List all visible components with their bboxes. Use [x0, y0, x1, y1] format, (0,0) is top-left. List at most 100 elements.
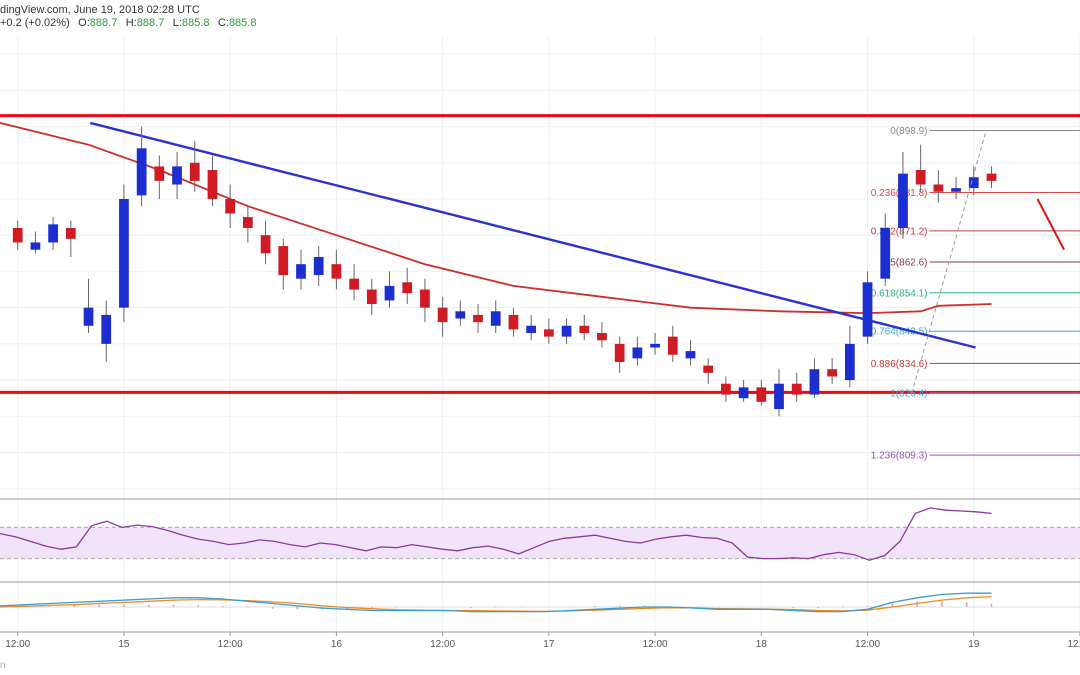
time-axis-label: 12:00 — [430, 639, 455, 650]
fib-level-label: 1.236(809.3) — [871, 451, 928, 462]
candle-bearish — [721, 383, 731, 395]
time-axis-label: 18 — [756, 639, 768, 650]
candle-bullish — [172, 166, 182, 185]
candle-bullish — [774, 383, 784, 410]
fib-level-label: 0.764(843.5) — [871, 327, 928, 338]
watermark: n — [0, 660, 6, 671]
time-axis-label: 16 — [331, 639, 343, 650]
candles — [12, 126, 997, 417]
candle-bearish — [207, 170, 218, 199]
time-axis-label: 17 — [543, 639, 555, 650]
header-high-value: 888.7 — [137, 17, 165, 29]
candle-bullish — [951, 188, 961, 192]
candle-bearish — [366, 289, 377, 305]
projection-down-stroke — [1036, 198, 1065, 251]
trendline-line — [90, 121, 976, 349]
rsi-indicator — [0, 507, 1080, 561]
candle-bearish — [508, 314, 519, 330]
candle-bullish — [862, 282, 873, 337]
candle-bullish — [490, 311, 501, 326]
header-low-label: L: — [173, 17, 182, 29]
macd-signal-line — [0, 595, 992, 613]
candle-bearish — [420, 289, 430, 308]
candle-bullish — [455, 311, 466, 319]
fib-level-label: 0.886(834.6) — [871, 359, 928, 370]
candle-bearish — [12, 227, 23, 243]
candle-bullish — [119, 198, 129, 308]
candle-bullish — [738, 387, 749, 399]
horizontal-levels — [0, 114, 1080, 394]
candle-bullish — [844, 343, 855, 381]
header-source-date: dingView.com, June 19, 2018 02:28 UTC — [0, 4, 200, 16]
candle-bullish — [809, 369, 820, 395]
candle-bearish — [260, 235, 271, 254]
header-low-value: 885.8 — [182, 17, 210, 29]
candle-bearish — [667, 336, 678, 355]
candle-bearish — [703, 365, 714, 373]
candle-bullish — [685, 351, 696, 359]
candle-bearish — [278, 246, 289, 276]
candle-bullish — [968, 177, 979, 189]
candle-bearish — [791, 383, 802, 395]
candle-bearish — [243, 217, 253, 228]
fib-level-label: 0.618(854.1) — [871, 288, 928, 299]
candle-bullish — [650, 343, 660, 348]
rsi-line — [0, 507, 992, 561]
time-axis: 12:00 15 12:00 16 12:00 17 12:00 18 12:00 19 12:00 — [5, 632, 1080, 650]
header-open-value: 888.7 — [90, 17, 118, 29]
candle-bearish — [933, 184, 944, 192]
time-axis-label: 12:00 — [643, 639, 668, 650]
header-close-value: 885.8 — [229, 17, 257, 29]
candle-bearish — [915, 170, 926, 185]
fib-level-label: 0.382(871.2) — [871, 226, 928, 237]
candle-bullish — [136, 148, 147, 196]
candle-bullish — [48, 224, 58, 243]
fib-level-label: 0(898.9) — [890, 126, 927, 137]
candle-bullish — [384, 285, 395, 301]
candle-bearish — [986, 173, 997, 181]
header-open-label: O: — [78, 17, 90, 29]
time-axis-label: 12:00 — [1067, 639, 1080, 650]
rsi-band-fill — [0, 527, 1080, 559]
time-axis-label: 12:00 — [855, 639, 880, 650]
fib-level-label: 0.5(862.6) — [882, 258, 928, 269]
candle-bullish — [101, 314, 112, 344]
header-quote: +0.2 (+0.02%) O:888.7 H:888.7 L:885.8 C:… — [0, 13, 256, 30]
fib-anchor-dashed-line — [911, 130, 987, 394]
macd-line — [0, 592, 992, 613]
candle-bullish — [83, 307, 94, 326]
candle-bearish — [827, 369, 837, 377]
candle-bullish — [526, 325, 537, 334]
candle-bullish — [296, 264, 306, 279]
header-high-label: H: — [126, 17, 137, 29]
candle-bullish — [880, 227, 891, 279]
time-axis-label: 19 — [968, 639, 980, 650]
header-close-label: C: — [218, 17, 229, 29]
fib-anchor-line — [911, 130, 987, 394]
candle-bearish — [331, 264, 342, 279]
candle-bearish — [189, 162, 200, 181]
candle-bearish — [614, 343, 625, 362]
time-axis-label: 12:00 — [5, 639, 30, 650]
trendline — [90, 121, 976, 349]
candle-bearish — [473, 314, 483, 323]
candle-bullish — [898, 173, 908, 228]
candle-bearish — [154, 166, 165, 181]
candle-bullish — [30, 242, 41, 250]
header-change: +0.2 (+0.02%) — [0, 17, 70, 29]
candle-bearish — [402, 282, 413, 294]
candle-bearish — [437, 307, 448, 323]
candle-bearish — [225, 198, 236, 214]
candle-bearish — [579, 325, 590, 334]
candle-bearish — [543, 329, 554, 337]
candle-bearish — [349, 278, 359, 290]
time-axis-label: 15 — [118, 639, 130, 650]
candle-bullish — [561, 325, 572, 337]
macd-indicator — [0, 592, 1080, 613]
candle-bearish — [597, 333, 607, 341]
candle-bearish — [65, 227, 76, 239]
projection-arrows — [1036, 198, 1065, 251]
fib-level-label: 1(826.4) — [890, 389, 927, 400]
